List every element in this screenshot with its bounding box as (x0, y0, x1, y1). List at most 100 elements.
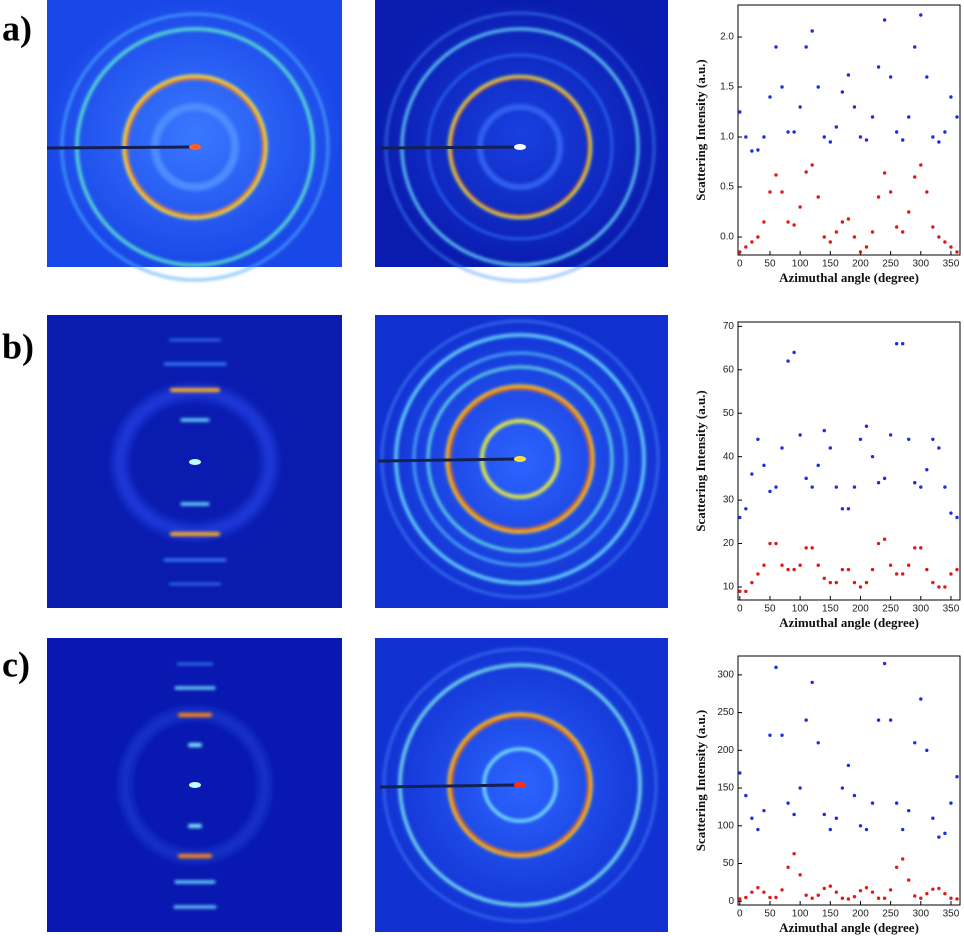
data-point (870, 567, 875, 572)
x-tick-label: 50 (764, 259, 776, 270)
data-point (828, 240, 832, 244)
data-point (756, 572, 760, 576)
x-tick-label: 200 (852, 909, 869, 920)
data-point (774, 541, 778, 546)
data-point (943, 240, 947, 244)
data-point (955, 515, 959, 520)
data-point (750, 890, 754, 894)
scattering-image (47, 315, 342, 608)
data-point (931, 887, 935, 891)
data-point (756, 148, 760, 152)
data-point (768, 895, 772, 900)
data-point (852, 105, 857, 109)
data-point (882, 537, 887, 541)
y-tick-label: 70 (723, 321, 735, 332)
y-tick-label: 300 (717, 670, 734, 681)
image-background (375, 0, 668, 267)
data-point (738, 897, 742, 901)
data-point (907, 563, 911, 567)
data-point (798, 433, 802, 437)
data-point (858, 888, 863, 893)
data-point (955, 250, 959, 254)
data-point (888, 190, 893, 194)
data-point (870, 115, 875, 119)
data-point (816, 195, 820, 199)
data-point (864, 580, 869, 585)
data-point (919, 13, 923, 17)
y-tick-label: 200 (717, 745, 734, 756)
data-point (846, 217, 851, 221)
data-point (780, 85, 784, 89)
data-point (894, 342, 899, 346)
data-point (900, 827, 905, 832)
ring (394, 333, 646, 585)
data-point (792, 851, 796, 856)
data-point (931, 816, 935, 820)
data-point (955, 775, 959, 779)
data-point (744, 507, 748, 511)
data-point (888, 75, 893, 79)
data-point (888, 718, 893, 722)
data-point (780, 888, 784, 892)
x-tick-label: 200 (852, 259, 869, 270)
data-point (888, 563, 893, 567)
data-point (822, 886, 826, 891)
data-point (798, 873, 802, 877)
y-axis-label: Scattering Intensity (a.u.) (693, 390, 708, 532)
beam-stop (379, 783, 521, 789)
data-point (792, 567, 796, 572)
y-tick-label: 50 (723, 858, 735, 869)
x-tick-label: 300 (912, 909, 929, 920)
x-tick-label: 200 (852, 604, 869, 615)
x-tick-label: 0 (737, 259, 743, 270)
data-point (834, 890, 839, 894)
beam-center (514, 782, 526, 788)
data-point (756, 437, 760, 441)
y-tick-label: 150 (717, 783, 734, 794)
data-point (804, 476, 808, 481)
data-point (907, 878, 911, 882)
data-point (876, 718, 881, 722)
data-point (894, 801, 899, 805)
data-point (804, 45, 808, 49)
data-point (804, 718, 808, 722)
data-point (907, 210, 911, 214)
data-point (774, 173, 778, 177)
data-point (738, 110, 742, 114)
data-point (925, 467, 929, 472)
ring (381, 320, 659, 598)
data-point (882, 661, 887, 666)
panel-label: b) (2, 326, 34, 366)
data-point (858, 437, 863, 441)
data-point (762, 220, 766, 224)
data-point (840, 786, 845, 790)
plot-frame (737, 4, 961, 256)
data-point (876, 541, 881, 546)
data-point (931, 580, 935, 585)
data-point (937, 886, 941, 891)
data-point (768, 733, 772, 737)
data-point (738, 515, 742, 520)
data-point (882, 896, 887, 900)
data-point (894, 130, 899, 134)
data-point (750, 472, 754, 476)
panel-label: c) (2, 644, 30, 684)
data-point (925, 190, 929, 194)
data-point (919, 485, 923, 489)
data-point (888, 888, 893, 892)
data-point (822, 428, 826, 433)
x-tick-label: 250 (882, 909, 899, 920)
data-point (919, 163, 923, 167)
data-point (925, 567, 929, 572)
data-point (762, 463, 766, 468)
data-point (949, 511, 953, 515)
data-point (876, 195, 881, 199)
data-point (792, 223, 796, 227)
data-point (840, 90, 845, 94)
x-tick-label: 350 (943, 909, 960, 920)
plot-frame (737, 655, 961, 906)
y-tick-label: 20 (723, 538, 735, 549)
data-point (900, 857, 905, 861)
data-point (774, 665, 778, 670)
data-point (870, 230, 875, 234)
